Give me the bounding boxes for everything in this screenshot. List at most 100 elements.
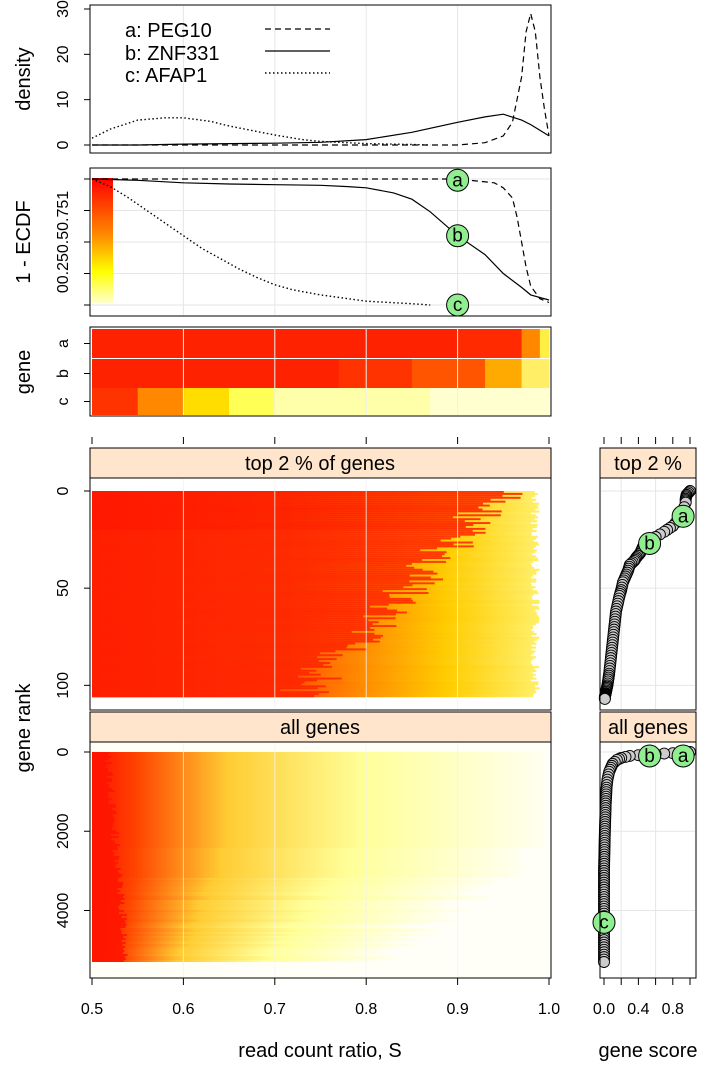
all-genes-row-base: [92, 784, 545, 786]
gene-row-label-a: a: [55, 339, 72, 348]
top-genes-tick-label-0: 0: [55, 486, 72, 495]
top-genes-row-red: [92, 508, 483, 511]
density-tick-label-2: 20: [55, 45, 72, 63]
gene-cell-c-3: [229, 388, 276, 415]
density-panel: 0 10 20 30 density a: PEG10 b: ZNF331 c: AF…: [13, 0, 552, 154]
top-genes-row-red: [92, 621, 379, 624]
all-genes-row-base: [92, 926, 405, 928]
all-genes-y-ticks: 0 2000 4000: [55, 747, 90, 928]
top-score-marker-b: [638, 531, 662, 555]
top-genes-row-red: [92, 679, 317, 682]
all-genes-row-red: [92, 952, 123, 954]
top-genes-row-red: [92, 601, 416, 604]
top-genes-row-red: [92, 673, 321, 676]
gene-rank-ylabel: gene rank: [13, 683, 35, 773]
all-genes-row-red: [92, 774, 113, 776]
all-genes-row-base: [92, 858, 522, 860]
all-genes-row-red: [92, 882, 123, 884]
all-genes-row-red: [92, 928, 121, 930]
top-genes-row-red: [92, 669, 317, 672]
all-genes-tick-label-2: 4000: [55, 893, 72, 929]
all-genes-row-base: [92, 944, 419, 946]
all-genes-row-red: [92, 770, 108, 772]
all-genes-row-base: [92, 804, 545, 806]
all-genes-row-red: [92, 876, 121, 878]
all-genes-row-base: [92, 930, 442, 932]
top-genes-row-red: [92, 632, 375, 636]
top-genes-row-red: [92, 586, 404, 589]
all-genes-row-base: [92, 948, 390, 950]
all-genes-row-base: [92, 942, 396, 944]
all-genes-row-red: [92, 894, 125, 896]
top-genes-row-red: [92, 522, 491, 525]
gene-cell-b-4: [521, 359, 550, 388]
top-genes-row-red: [92, 555, 442, 558]
all-genes-row-red: [92, 862, 118, 864]
all-genes-row-red: [92, 846, 118, 848]
all-genes-row-red: [92, 772, 112, 774]
all-genes-row-red: [92, 804, 116, 806]
all-genes-row-base: [92, 862, 522, 864]
all-genes-row-red: [92, 820, 115, 822]
all-genes-row-red: [92, 824, 114, 826]
legend-label-a: a: PEG10: [125, 20, 212, 42]
all-genes-row-red: [92, 884, 123, 886]
all-genes-row-red: [92, 794, 109, 796]
top-genes-row-red: [92, 648, 367, 651]
all-genes-row-red: [92, 860, 115, 862]
all-score-strip-label: all genes: [608, 717, 688, 739]
all-genes-row-base: [92, 806, 545, 808]
top-genes-row-red: [92, 677, 342, 680]
top-genes-row-red: [92, 537, 452, 540]
all-genes-row-base: [92, 940, 413, 942]
top-genes-row-red: [92, 551, 447, 554]
all-genes-row-base: [92, 918, 448, 920]
all-score-panel: all genes b a c 0.0 0.4 0.8 gene score: [592, 711, 697, 1062]
top-genes-row-red: [92, 687, 318, 690]
ecdf-grid: [91, 169, 550, 315]
all-genes-row-base: [92, 814, 545, 816]
all-genes-row-red: [92, 848, 118, 850]
all-genes-row-base: [92, 894, 466, 896]
top-genes-row-red: [92, 531, 486, 535]
all-genes-row-base: [92, 772, 545, 774]
gene-cell-a-2: [521, 329, 541, 358]
all-genes-row-red: [92, 898, 125, 900]
top-genes-row-red: [92, 619, 369, 622]
top-genes-row-red: [92, 634, 383, 638]
top-genes-row-base: [92, 675, 534, 678]
top-genes-row-red: [92, 539, 441, 542]
gene-cell-c-0: [92, 388, 139, 415]
all-genes-row-red: [92, 874, 123, 876]
all-genes-row-base: [92, 952, 387, 954]
top-score-panel: top 2 % ab: [598, 437, 697, 711]
all-genes-row-red: [92, 938, 126, 940]
top-genes-row-red: [92, 640, 380, 643]
top-genes-row-red: [92, 553, 445, 556]
all-genes-row-red: [92, 854, 114, 856]
all-genes-row-base: [92, 898, 491, 900]
all-genes-row-red: [92, 868, 121, 870]
all-genes-row-base: [92, 900, 445, 902]
all-genes-row-red: [92, 904, 120, 906]
all-genes-row-red: [92, 752, 110, 754]
bottom-x-axis-ticks: 0.5 0.6 0.7 0.8 0.9 1.0: [81, 978, 560, 1018]
top-genes-row-red: [92, 545, 474, 548]
top-genes-row-red: [92, 691, 329, 694]
all-genes-row-red: [92, 800, 109, 802]
bottom-x-tick-label-2: 0.7: [264, 1001, 286, 1018]
score-x-tick-label-1: 0.4: [627, 1001, 649, 1018]
top-genes-row-red: [92, 514, 501, 517]
all-score-marker-label-c: c: [599, 912, 609, 933]
legend-label-b: b: ZNF331: [125, 43, 219, 65]
all-score-marker-label-a: a: [678, 746, 689, 767]
all-genes-row-base: [92, 768, 545, 770]
all-genes-row-red: [92, 808, 112, 810]
all-genes-row-base: [92, 774, 545, 776]
top-genes-row-red: [92, 525, 466, 529]
gene-row-label-b: b: [55, 369, 72, 378]
all-genes-row-base: [92, 846, 545, 848]
all-genes-row-base: [92, 860, 522, 862]
all-genes-row-red: [92, 934, 127, 936]
all-genes-row-red: [92, 796, 108, 798]
